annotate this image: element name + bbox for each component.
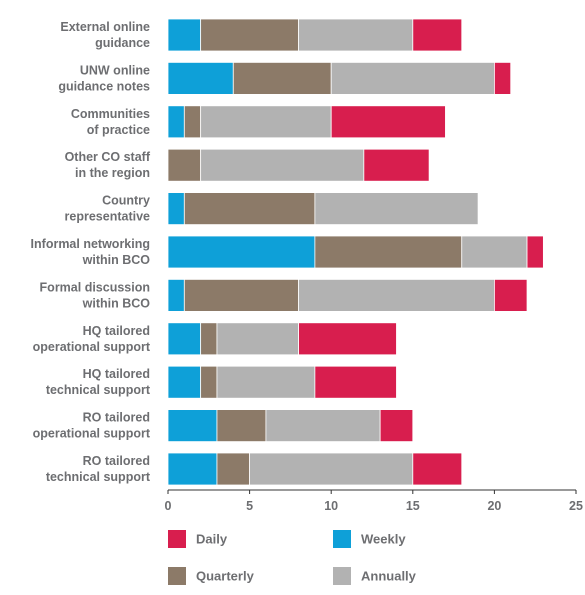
legend-label-daily: Daily bbox=[196, 532, 228, 547]
bar-segment-weekly bbox=[167, 452, 218, 486]
bar-segment-quarterly bbox=[183, 105, 202, 139]
bar-segment-annually bbox=[461, 235, 528, 269]
bar-segment-daily bbox=[363, 148, 430, 182]
x-tick-label: 15 bbox=[406, 499, 420, 513]
bar-segment-annually bbox=[298, 18, 414, 52]
bar-segment-quarterly bbox=[216, 409, 267, 443]
legend-label-annually: Annually bbox=[361, 569, 417, 584]
bar-segment-quarterly bbox=[232, 62, 332, 95]
bar-segment-daily bbox=[526, 235, 544, 269]
bar-segment-daily bbox=[412, 452, 463, 486]
bar-segment-quarterly bbox=[200, 18, 299, 52]
bar-segment-daily bbox=[493, 278, 528, 312]
bar-segment-quarterly bbox=[183, 192, 316, 226]
bar-segment-quarterly bbox=[216, 452, 251, 486]
category-label: UNW online guidance notes bbox=[58, 63, 150, 93]
category-label: Other CO staff in the region bbox=[65, 150, 151, 180]
bar-segment-weekly bbox=[167, 62, 234, 95]
category-label: Formal discussion within BCO bbox=[40, 280, 151, 310]
bar-segment-quarterly bbox=[200, 322, 218, 356]
bar-segment-daily bbox=[493, 62, 512, 95]
category-label: Informal networking within BCO bbox=[31, 237, 151, 267]
bar-segment-weekly bbox=[167, 235, 316, 269]
bar-segment-annually bbox=[314, 192, 479, 226]
bar-segment-annually bbox=[265, 409, 381, 443]
bar-segment-annually bbox=[216, 365, 316, 399]
category-label: External online guidance bbox=[60, 20, 150, 50]
legend-swatch-daily bbox=[168, 530, 186, 548]
bar-segment-weekly bbox=[167, 278, 185, 312]
bar-segment-daily bbox=[330, 105, 446, 139]
category-labels: External online guidance UNW online guidanc… bbox=[31, 20, 151, 484]
bar-segment-annually bbox=[330, 62, 495, 95]
bar-segment-annually bbox=[249, 452, 414, 486]
legend-swatch-weekly bbox=[333, 530, 351, 548]
bar-segment-quarterly bbox=[314, 235, 463, 269]
bar-segment-annually bbox=[200, 148, 365, 182]
bar-segment-daily bbox=[314, 365, 397, 399]
bar-segment-weekly bbox=[167, 192, 185, 226]
bar-segment-quarterly bbox=[200, 365, 218, 399]
x-tick-label: 20 bbox=[487, 499, 501, 513]
legend-label-quarterly: Quarterly bbox=[196, 569, 255, 584]
category-label: Country representative bbox=[65, 194, 151, 224]
legend-label-weekly: Weekly bbox=[361, 532, 406, 547]
bar-segment-weekly bbox=[167, 409, 218, 443]
bar-segment-daily bbox=[412, 18, 463, 52]
bar-segment-annually bbox=[298, 278, 495, 312]
bar-segment-annually bbox=[216, 322, 299, 356]
legend-swatch-quarterly bbox=[168, 567, 186, 585]
x-tick-label: 10 bbox=[324, 499, 338, 513]
bar-segment-quarterly bbox=[167, 148, 202, 182]
x-tick-label: 25 bbox=[569, 499, 583, 513]
category-label: HQ tailored operational support bbox=[33, 324, 151, 354]
bar-segment-annually bbox=[200, 105, 332, 139]
bar-segment-weekly bbox=[167, 18, 202, 52]
x-tick-label: 0 bbox=[165, 499, 172, 513]
category-label: Communities of practice bbox=[71, 107, 150, 137]
bar-segment-weekly bbox=[167, 322, 202, 356]
bars bbox=[167, 18, 544, 486]
bar-segment-weekly bbox=[167, 365, 202, 399]
legend: Daily Weekly Quarterly Annually bbox=[168, 530, 417, 585]
x-axis-ticks: 0 5 10 15 20 25 bbox=[165, 490, 583, 513]
bar-segment-daily bbox=[298, 322, 397, 356]
category-label: HQ tailored technical support bbox=[46, 367, 151, 397]
legend-swatch-annually bbox=[333, 567, 351, 585]
bar-segment-weekly bbox=[167, 105, 185, 139]
category-label: RO tailored operational support bbox=[33, 411, 151, 441]
category-label: RO tailored technical support bbox=[46, 454, 151, 484]
bar-segment-daily bbox=[379, 409, 414, 443]
bar-segment-quarterly bbox=[183, 278, 299, 312]
x-tick-label: 5 bbox=[246, 499, 253, 513]
